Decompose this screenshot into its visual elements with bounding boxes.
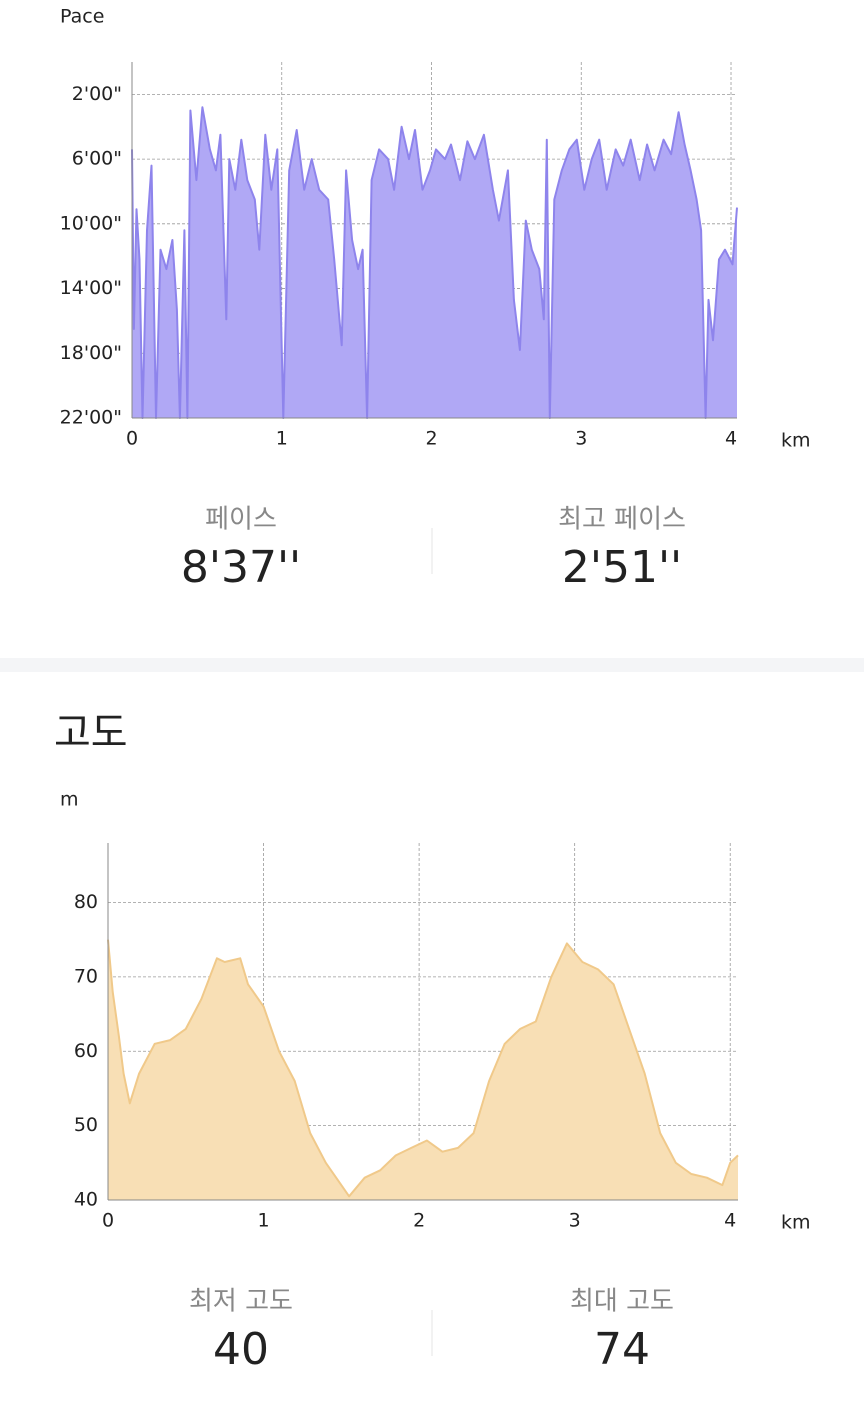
x-tick-label: 1 [258,1210,270,1232]
y-tick-label: 22'00" [60,407,122,429]
x-tick-label: 4 [724,1210,736,1232]
stat-value: 8'37'' [181,542,301,593]
stat-value: 40 [213,1324,269,1375]
line [107,939,739,1198]
y-tick-label: 18'00" [60,342,122,364]
stat-value: 74 [594,1324,650,1375]
x-axis-label: km [781,1212,811,1234]
y-tick-label: 6'00" [72,148,122,170]
x-tick-label: 3 [569,1210,581,1232]
y-tick-label: 10'00" [60,212,122,234]
x-tick-label: 4 [725,428,737,450]
x-tick-label: 0 [126,428,138,450]
y-tick-label: 40 [74,1189,98,1211]
y-tick-label: 60 [74,1040,98,1062]
y-tick-label: 2'00" [72,83,122,105]
y-tick-label: 70 [74,965,98,987]
line [131,106,738,419]
x-tick-label: 3 [575,428,587,450]
x-tick-label: 1 [276,428,288,450]
stat-label: 최저 고도 [189,1287,293,1317]
x-tick-label: 0 [102,1210,114,1232]
stat-value: 2'51'' [562,542,682,593]
stat-label: 최고 페이스 [558,505,686,535]
y-tick-label: 80 [74,891,98,913]
area [108,939,738,1200]
y-tick-label: 50 [74,1114,98,1136]
x-tick-label: 2 [425,428,437,450]
stat-label: 페이스 [205,505,277,535]
y-axis-label: m [60,789,79,811]
separator [0,658,864,672]
y-tick-label: 14'00" [60,277,122,299]
section-title: 고도 [54,710,128,756]
x-tick-label: 2 [413,1210,425,1232]
y-axis-label: Pace [60,6,104,28]
stat-label: 최대 고도 [570,1287,674,1317]
x-axis-label: km [781,430,811,452]
